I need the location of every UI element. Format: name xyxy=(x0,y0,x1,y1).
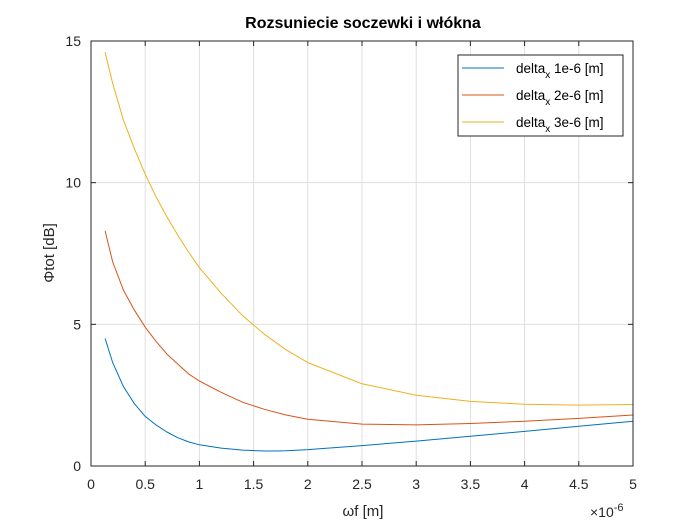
series-line-3 xyxy=(104,52,634,406)
x-exponent-base: ×10 xyxy=(590,504,614,520)
legend-label-subscript: x xyxy=(545,97,550,108)
y-tick-label: 10 xyxy=(65,175,81,191)
y-axis-label: Φtot [dB] xyxy=(41,223,58,283)
x-tick-label: 5 xyxy=(629,476,637,492)
series-lines xyxy=(104,52,634,452)
legend: deltax 1e-6 [m]deltax 2e-6 [m]deltax 3e-… xyxy=(457,54,624,137)
x-tick-label: 2 xyxy=(304,476,312,492)
x-axis-exponent: ×10-6 xyxy=(590,502,624,520)
x-tick-label: 3.5 xyxy=(461,476,481,492)
x-tick-label: 1.5 xyxy=(244,476,264,492)
x-tick-label: 0 xyxy=(87,476,95,492)
x-tick-label: 4 xyxy=(521,476,529,492)
legend-label-main: delta xyxy=(516,88,546,103)
x-tick-label: 0.5 xyxy=(135,476,155,492)
legend-label-3: deltax 3e-6 [m] xyxy=(516,115,604,135)
series-line-1 xyxy=(104,338,634,452)
axes-ticks: 0 0.5 1 1.5 2 2.5 3 3.5 4 4.5 5 0 5 10 15 xyxy=(65,33,637,492)
x-tick-label: 3 xyxy=(412,476,420,492)
legend-label-rest: 2e-6 [m] xyxy=(550,88,603,103)
x-tick-label: 4.5 xyxy=(569,476,589,492)
x-axis-label: ωf [m] xyxy=(343,503,384,520)
legend-label-rest: 1e-6 [m] xyxy=(550,61,603,76)
legend-label-main: delta xyxy=(516,115,546,130)
y-tick-label: 15 xyxy=(65,33,81,49)
x-tick-label: 2.5 xyxy=(352,476,372,492)
legend-label-1: deltax 1e-6 [m] xyxy=(516,61,604,81)
y-tick-label: 5 xyxy=(73,316,81,332)
x-tick-label: 1 xyxy=(196,476,204,492)
legend-label-rest: 3e-6 [m] xyxy=(550,115,603,130)
legend-label-subscript: x xyxy=(545,124,550,135)
legend-label-subscript: x xyxy=(545,70,550,81)
legend-label-main: delta xyxy=(516,61,546,76)
series-line-2 xyxy=(104,230,634,426)
y-tick-label: 0 xyxy=(73,458,81,474)
chart-title: Rozsuniecie soczewki i włókna xyxy=(245,15,481,32)
x-exponent-power: -6 xyxy=(614,502,624,514)
legend-label-2: deltax 2e-6 [m] xyxy=(516,88,604,108)
